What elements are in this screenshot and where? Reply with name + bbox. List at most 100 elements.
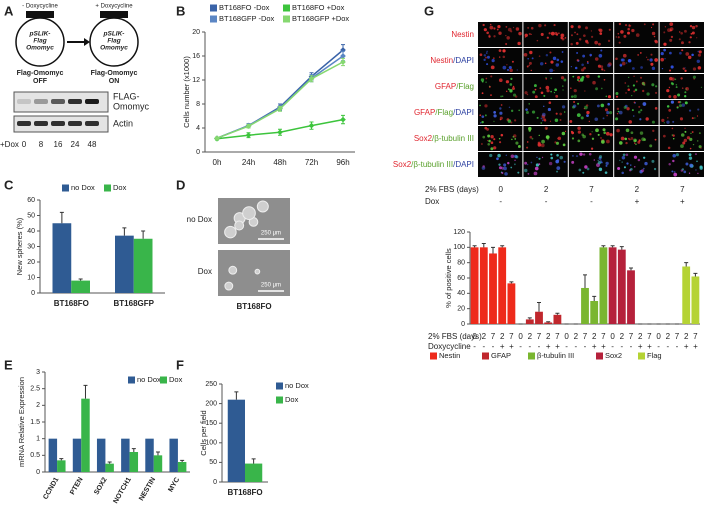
cell	[574, 66, 578, 70]
cell	[639, 76, 643, 79]
cell	[588, 152, 592, 156]
cell	[692, 143, 695, 146]
cell	[594, 117, 599, 122]
cell	[511, 86, 515, 91]
dox-flag: +	[635, 197, 640, 206]
cell	[641, 82, 645, 85]
cell	[577, 102, 580, 105]
cell	[664, 26, 667, 28]
x-tick-label: +	[546, 342, 551, 351]
cell	[608, 28, 611, 31]
bar	[489, 253, 497, 324]
bar	[608, 247, 617, 324]
cell	[544, 126, 548, 130]
cell	[662, 134, 666, 138]
vector-label: pSLIK-	[103, 31, 125, 38]
cell	[517, 145, 521, 148]
cell	[570, 95, 574, 98]
cell	[534, 88, 537, 91]
y-tick-label: 20	[27, 259, 35, 266]
cell	[605, 131, 610, 136]
cell	[673, 172, 678, 177]
point	[308, 75, 315, 82]
cell	[670, 100, 675, 104]
y-tick-label: 40	[457, 290, 465, 297]
cell	[603, 69, 606, 72]
cell	[499, 111, 503, 115]
cell	[607, 63, 611, 68]
cell	[590, 30, 593, 32]
x-tick-label: 7	[693, 332, 698, 341]
row-label-part: Sox2	[393, 160, 412, 169]
cell	[642, 167, 645, 170]
cell	[517, 41, 521, 46]
error-bar	[59, 458, 64, 461]
cell	[629, 139, 631, 141]
cell	[577, 130, 581, 134]
cell	[525, 108, 528, 111]
cell	[672, 153, 677, 158]
legend-label: β-tubulin III	[537, 351, 574, 360]
cell	[553, 69, 555, 72]
x-tick-label: -	[538, 342, 541, 351]
cell	[533, 84, 537, 88]
cell	[545, 85, 550, 90]
error-bar	[180, 459, 185, 462]
cell	[686, 136, 691, 140]
cell	[490, 65, 495, 70]
cell	[558, 32, 560, 34]
cell	[581, 133, 585, 137]
micrograph	[568, 48, 614, 73]
cell	[582, 153, 586, 156]
error-bar	[619, 246, 624, 250]
cell	[540, 32, 544, 36]
cell	[649, 144, 653, 148]
x-tick-label: -	[630, 342, 633, 351]
cell	[675, 153, 679, 157]
cell	[524, 91, 528, 95]
micrograph	[659, 152, 704, 177]
cell	[509, 83, 513, 86]
cell	[623, 34, 627, 38]
cell	[630, 137, 634, 140]
cell	[538, 23, 542, 28]
cell	[637, 158, 641, 162]
cell	[597, 75, 601, 78]
cell	[573, 94, 577, 99]
row-label: Sox2/β-tubulin III	[414, 134, 474, 143]
cell	[615, 36, 618, 38]
cell	[539, 62, 544, 66]
legend-swatch	[430, 352, 437, 360]
cell	[622, 53, 627, 58]
cell	[689, 24, 693, 28]
cell	[496, 28, 499, 31]
cell	[536, 116, 539, 119]
sphere	[228, 265, 238, 275]
x-tick-label: -	[482, 342, 485, 351]
y-tick-label: 4	[196, 125, 200, 132]
cell	[616, 128, 620, 133]
cell	[573, 88, 577, 93]
cell	[508, 65, 512, 70]
cell	[541, 139, 545, 144]
lane-label: 48	[88, 140, 97, 149]
cell	[615, 117, 619, 121]
cell	[503, 166, 507, 171]
cell	[546, 89, 550, 93]
x-row-title: 2% FBS (days)	[428, 332, 482, 341]
blot-band	[68, 99, 82, 104]
cell	[512, 93, 517, 97]
legend-label: Dox	[285, 395, 299, 404]
y-tick-label: 150	[205, 420, 217, 427]
cell	[697, 108, 700, 111]
cell	[490, 94, 492, 96]
cell	[509, 68, 513, 73]
micrograph	[568, 100, 614, 125]
cell	[637, 110, 641, 114]
lane-label: 16	[54, 140, 63, 149]
cell	[498, 78, 503, 83]
cell	[486, 127, 489, 131]
panel-label: C	[4, 177, 14, 192]
cell	[569, 119, 573, 123]
cell	[620, 136, 625, 141]
